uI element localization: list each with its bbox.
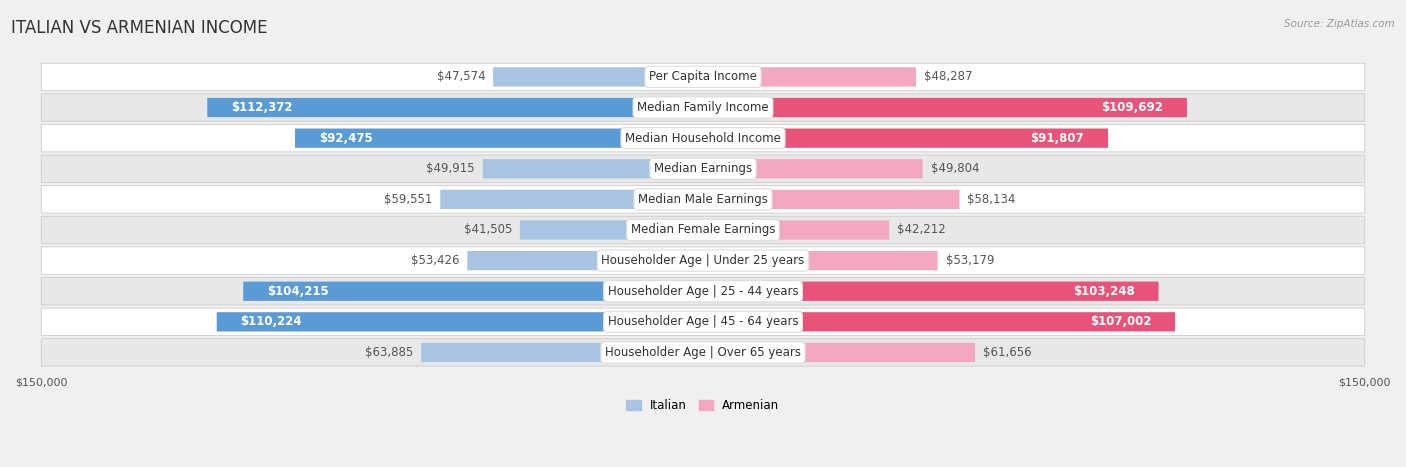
Text: $104,215: $104,215 bbox=[267, 285, 329, 298]
FancyBboxPatch shape bbox=[703, 312, 1175, 332]
Text: Median Household Income: Median Household Income bbox=[626, 132, 780, 145]
FancyBboxPatch shape bbox=[41, 339, 1365, 366]
FancyBboxPatch shape bbox=[703, 343, 974, 362]
Text: $91,807: $91,807 bbox=[1031, 132, 1084, 145]
FancyBboxPatch shape bbox=[295, 128, 703, 148]
FancyBboxPatch shape bbox=[217, 312, 703, 332]
Text: $41,505: $41,505 bbox=[464, 224, 512, 236]
Text: Median Earnings: Median Earnings bbox=[654, 162, 752, 175]
FancyBboxPatch shape bbox=[41, 186, 1365, 213]
FancyBboxPatch shape bbox=[41, 277, 1365, 305]
Text: Householder Age | Under 25 years: Householder Age | Under 25 years bbox=[602, 254, 804, 267]
Text: $49,804: $49,804 bbox=[931, 162, 979, 175]
Text: $110,224: $110,224 bbox=[240, 315, 302, 328]
Text: $103,248: $103,248 bbox=[1073, 285, 1135, 298]
FancyBboxPatch shape bbox=[703, 220, 889, 240]
Text: $48,287: $48,287 bbox=[924, 71, 973, 84]
FancyBboxPatch shape bbox=[207, 98, 703, 117]
Legend: Italian, Armenian: Italian, Armenian bbox=[621, 395, 785, 417]
Text: Per Capita Income: Per Capita Income bbox=[650, 71, 756, 84]
Text: $63,885: $63,885 bbox=[366, 346, 413, 359]
FancyBboxPatch shape bbox=[494, 67, 703, 86]
Text: $42,212: $42,212 bbox=[897, 224, 946, 236]
FancyBboxPatch shape bbox=[41, 216, 1365, 244]
Text: $47,574: $47,574 bbox=[436, 71, 485, 84]
Text: $92,475: $92,475 bbox=[319, 132, 373, 145]
Text: $112,372: $112,372 bbox=[231, 101, 292, 114]
Text: Median Male Earnings: Median Male Earnings bbox=[638, 193, 768, 206]
FancyBboxPatch shape bbox=[41, 247, 1365, 274]
FancyBboxPatch shape bbox=[703, 67, 917, 86]
FancyBboxPatch shape bbox=[703, 190, 959, 209]
Text: Median Female Earnings: Median Female Earnings bbox=[631, 224, 775, 236]
FancyBboxPatch shape bbox=[703, 251, 938, 270]
Text: Source: ZipAtlas.com: Source: ZipAtlas.com bbox=[1284, 19, 1395, 28]
FancyBboxPatch shape bbox=[41, 308, 1365, 336]
Text: Householder Age | 45 - 64 years: Householder Age | 45 - 64 years bbox=[607, 315, 799, 328]
Text: $53,179: $53,179 bbox=[946, 254, 994, 267]
FancyBboxPatch shape bbox=[703, 98, 1187, 117]
FancyBboxPatch shape bbox=[703, 128, 1108, 148]
Text: $58,134: $58,134 bbox=[967, 193, 1015, 206]
FancyBboxPatch shape bbox=[703, 282, 1159, 301]
FancyBboxPatch shape bbox=[243, 282, 703, 301]
Text: $61,656: $61,656 bbox=[983, 346, 1032, 359]
Text: $107,002: $107,002 bbox=[1090, 315, 1152, 328]
FancyBboxPatch shape bbox=[482, 159, 703, 178]
Text: $49,915: $49,915 bbox=[426, 162, 475, 175]
FancyBboxPatch shape bbox=[440, 190, 703, 209]
Text: $109,692: $109,692 bbox=[1101, 101, 1163, 114]
Text: $59,551: $59,551 bbox=[384, 193, 432, 206]
FancyBboxPatch shape bbox=[520, 220, 703, 240]
FancyBboxPatch shape bbox=[41, 94, 1365, 121]
Text: ITALIAN VS ARMENIAN INCOME: ITALIAN VS ARMENIAN INCOME bbox=[11, 19, 267, 37]
Text: Householder Age | 25 - 44 years: Householder Age | 25 - 44 years bbox=[607, 285, 799, 298]
Text: Median Family Income: Median Family Income bbox=[637, 101, 769, 114]
FancyBboxPatch shape bbox=[41, 63, 1365, 91]
Text: Householder Age | Over 65 years: Householder Age | Over 65 years bbox=[605, 346, 801, 359]
FancyBboxPatch shape bbox=[703, 159, 922, 178]
FancyBboxPatch shape bbox=[422, 343, 703, 362]
FancyBboxPatch shape bbox=[467, 251, 703, 270]
FancyBboxPatch shape bbox=[41, 155, 1365, 183]
Text: $53,426: $53,426 bbox=[411, 254, 460, 267]
FancyBboxPatch shape bbox=[41, 124, 1365, 152]
